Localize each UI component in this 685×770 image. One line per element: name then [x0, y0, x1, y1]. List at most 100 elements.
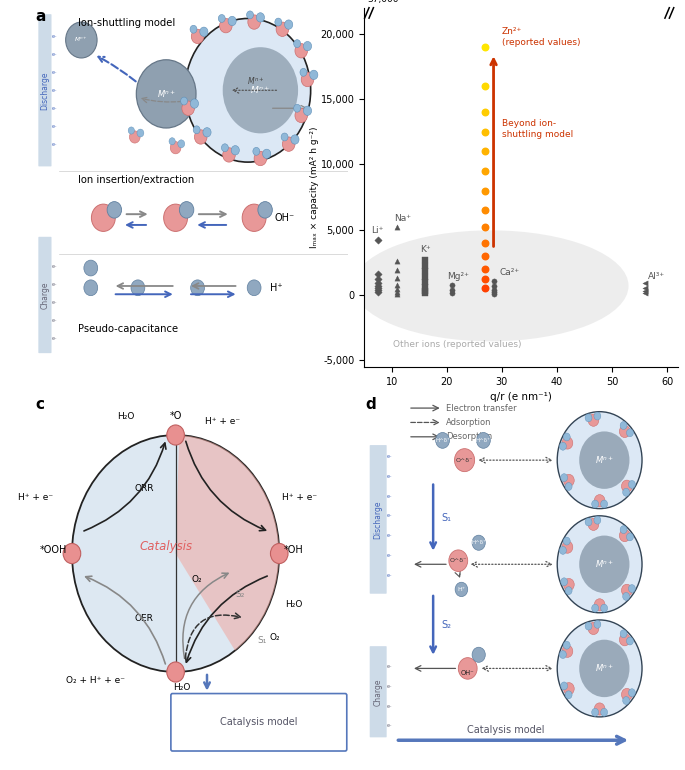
Circle shape — [275, 18, 282, 26]
Circle shape — [84, 260, 98, 276]
Point — [419, 287, 430, 300]
Point — [419, 270, 430, 283]
Circle shape — [190, 25, 197, 33]
Circle shape — [627, 533, 634, 541]
Text: Desorption: Desorption — [446, 432, 492, 441]
Text: Mg²⁺: Mg²⁺ — [447, 273, 469, 281]
Circle shape — [221, 144, 228, 152]
Circle shape — [594, 621, 601, 628]
Text: Discharge: Discharge — [40, 71, 49, 109]
Circle shape — [281, 133, 288, 141]
Point — [640, 285, 651, 297]
Circle shape — [588, 518, 599, 531]
Circle shape — [128, 127, 134, 134]
Text: H^δ⁺: H^δ⁺ — [435, 438, 450, 443]
Text: c: c — [36, 397, 45, 412]
Text: e₋: e₋ — [386, 723, 393, 728]
Circle shape — [107, 202, 121, 218]
Point — [373, 286, 384, 299]
Text: Al³⁺: Al³⁺ — [648, 272, 665, 280]
Text: Catalysis: Catalysis — [140, 540, 192, 553]
Circle shape — [601, 500, 608, 508]
Circle shape — [193, 126, 200, 134]
Text: Na⁺: Na⁺ — [395, 214, 412, 223]
Text: O^δ⁻: O^δ⁻ — [449, 558, 467, 563]
Text: e₋: e₋ — [386, 684, 393, 689]
Circle shape — [63, 544, 81, 564]
Circle shape — [182, 101, 195, 116]
Point — [479, 283, 490, 295]
Circle shape — [282, 137, 295, 152]
Circle shape — [171, 142, 181, 154]
Text: e₋: e₋ — [386, 474, 393, 479]
Circle shape — [167, 662, 184, 682]
Text: Zn²⁺
(reported values): Zn²⁺ (reported values) — [502, 27, 580, 48]
Circle shape — [562, 437, 573, 449]
Circle shape — [592, 604, 599, 612]
Text: H⁺ + e⁻: H⁺ + e⁻ — [282, 493, 318, 501]
Point — [373, 268, 384, 280]
Text: e₋: e₋ — [51, 70, 57, 75]
Circle shape — [564, 682, 574, 695]
Circle shape — [262, 149, 271, 159]
Point — [488, 283, 499, 296]
Point — [479, 106, 490, 119]
Circle shape — [223, 148, 235, 162]
Circle shape — [564, 474, 574, 487]
Circle shape — [580, 431, 630, 489]
Text: H⁺ + e⁻: H⁺ + e⁻ — [205, 417, 240, 427]
Point — [392, 272, 403, 284]
Text: Charge: Charge — [374, 678, 383, 705]
Circle shape — [560, 651, 566, 658]
Circle shape — [220, 18, 232, 33]
Circle shape — [137, 129, 144, 137]
Text: Charge: Charge — [40, 281, 49, 309]
Text: H₂O: H₂O — [286, 601, 303, 609]
Circle shape — [294, 40, 301, 48]
Circle shape — [253, 147, 260, 156]
Point — [392, 286, 403, 298]
Circle shape — [619, 634, 630, 646]
Circle shape — [620, 630, 627, 638]
Text: ORR: ORR — [134, 484, 154, 494]
Circle shape — [301, 72, 314, 87]
Circle shape — [203, 128, 211, 137]
Circle shape — [561, 682, 568, 690]
Circle shape — [623, 697, 630, 705]
X-axis label: q/r (e nm⁻¹): q/r (e nm⁻¹) — [490, 392, 552, 402]
Text: Beyond ion-
shuttling model: Beyond ion- shuttling model — [502, 119, 573, 139]
Circle shape — [620, 421, 627, 430]
Text: d: d — [366, 397, 376, 412]
Text: O^δ⁻: O^δ⁻ — [456, 457, 473, 463]
Circle shape — [563, 433, 570, 441]
Text: Other ions (reported values): Other ions (reported values) — [393, 340, 522, 349]
Point — [392, 287, 403, 300]
Text: H⁺ + e⁻: H⁺ + e⁻ — [18, 493, 53, 501]
Circle shape — [565, 691, 572, 698]
Text: e₋: e₋ — [386, 533, 393, 538]
Circle shape — [621, 688, 632, 701]
Circle shape — [620, 526, 627, 534]
Circle shape — [271, 544, 288, 564]
Point — [373, 280, 384, 292]
Circle shape — [623, 488, 630, 496]
Circle shape — [310, 70, 318, 79]
Point — [447, 279, 458, 291]
Point — [479, 263, 490, 275]
Circle shape — [291, 135, 299, 144]
Circle shape — [72, 435, 279, 672]
Point — [479, 204, 490, 216]
Text: $\mathit{M}^{n+}$: $\mathit{M}^{n+}$ — [595, 662, 614, 675]
Circle shape — [181, 97, 188, 105]
Circle shape — [258, 202, 273, 218]
Text: Adsorption: Adsorption — [446, 418, 491, 427]
Circle shape — [628, 688, 636, 697]
Circle shape — [565, 587, 572, 594]
Point — [479, 165, 490, 177]
Point — [488, 286, 499, 299]
Point — [419, 260, 430, 273]
Circle shape — [585, 622, 592, 630]
Circle shape — [561, 578, 568, 586]
Circle shape — [594, 412, 601, 420]
Text: H₂O: H₂O — [116, 412, 134, 421]
